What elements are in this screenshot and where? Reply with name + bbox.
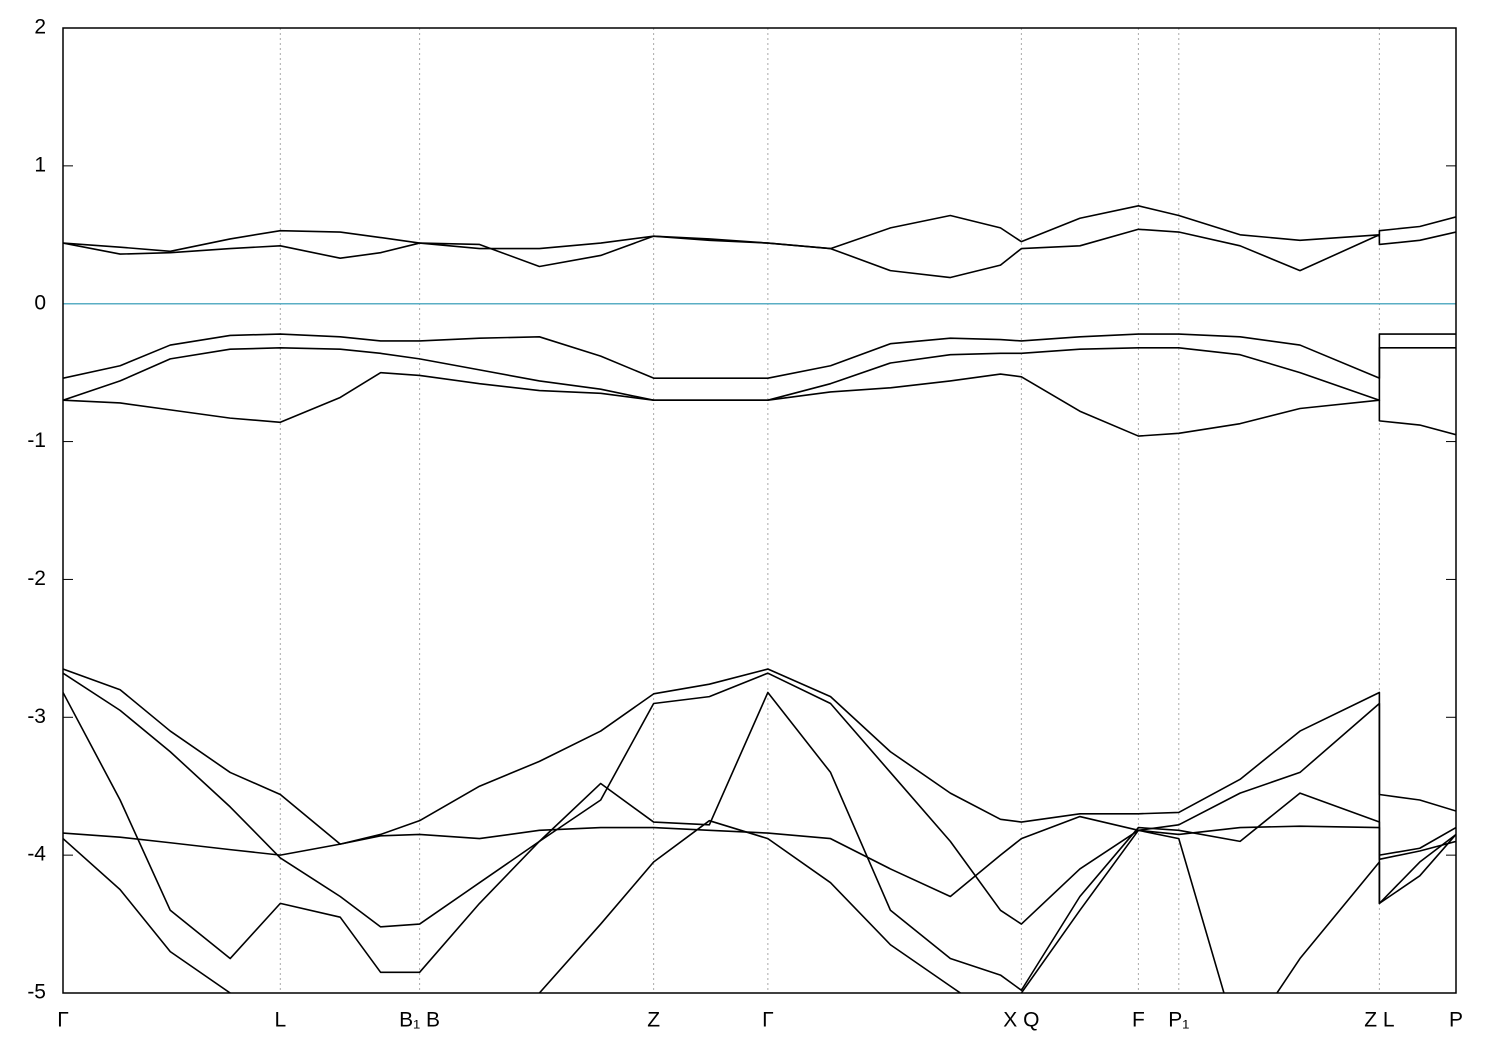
band-line [63, 691, 1456, 992]
band-line [63, 228, 1456, 279]
x-tick-label: P₁ [1168, 1009, 1189, 1032]
y-tick-label: 2 [34, 16, 46, 39]
plot-frame [62, 27, 1457, 994]
y-tick-label: 0 [34, 291, 46, 314]
x-tick-label: F [1132, 1009, 1145, 1032]
x-tick-label: P [1449, 1009, 1463, 1032]
x-tick-label: Γ [57, 1009, 69, 1032]
band-line [63, 672, 1456, 928]
band-line [63, 347, 1456, 402]
labels: -5 -4 -3 -2 -1 0 1 2 Γ L B₁ B Z Γ X Q F P₁ Z L P [27, 16, 1463, 1032]
x-tick-label: Γ [762, 1009, 774, 1032]
band-line [63, 371, 1456, 437]
band-line [63, 205, 1456, 253]
plot-area [63, 205, 1456, 993]
x-tick-label: X Q [1003, 1009, 1039, 1032]
band-line [63, 819, 1456, 993]
y-tick-label: -4 [27, 843, 46, 866]
x-tick-label: Z L [1364, 1009, 1394, 1032]
y-tick-label: -3 [27, 705, 46, 728]
x-tick-label: B₁ B [399, 1009, 440, 1032]
grid [62, 27, 1457, 994]
y-tick-label: -1 [27, 429, 46, 452]
band-line [63, 333, 1456, 379]
band-line [63, 815, 1456, 898]
y-tick-label: -2 [27, 567, 46, 590]
band-line [63, 668, 1456, 845]
x-tick-label: L [274, 1009, 286, 1032]
x-tick-label: Z [647, 1009, 660, 1032]
y-tick-label: 1 [34, 153, 46, 176]
y-tick-label: -5 [27, 981, 46, 1004]
